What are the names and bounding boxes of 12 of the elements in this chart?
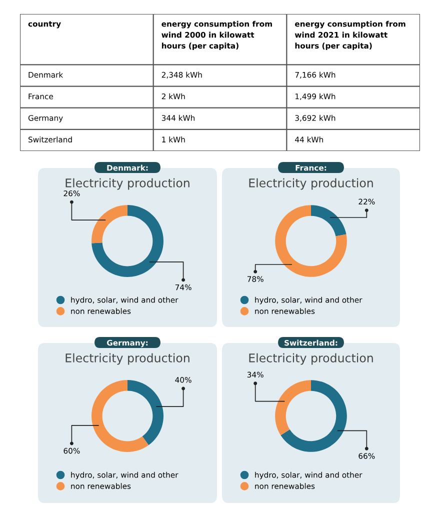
chart-subtitle: Electricity production: [66, 178, 190, 190]
chart-subtitle: Electricity production: [66, 353, 190, 365]
donut-slice: [128, 380, 164, 446]
donut-slice: [92, 380, 149, 452]
donut-slice: [92, 205, 164, 277]
chart-subtitle: Electricity production: [249, 178, 373, 190]
donut-slice: [311, 205, 346, 236]
chart-subtitle: Electricity production: [249, 353, 373, 365]
donut-slice: [275, 380, 311, 436]
donut-slice: [280, 380, 347, 452]
donut-slice: [92, 205, 128, 244]
donut-slice: [275, 205, 347, 277]
